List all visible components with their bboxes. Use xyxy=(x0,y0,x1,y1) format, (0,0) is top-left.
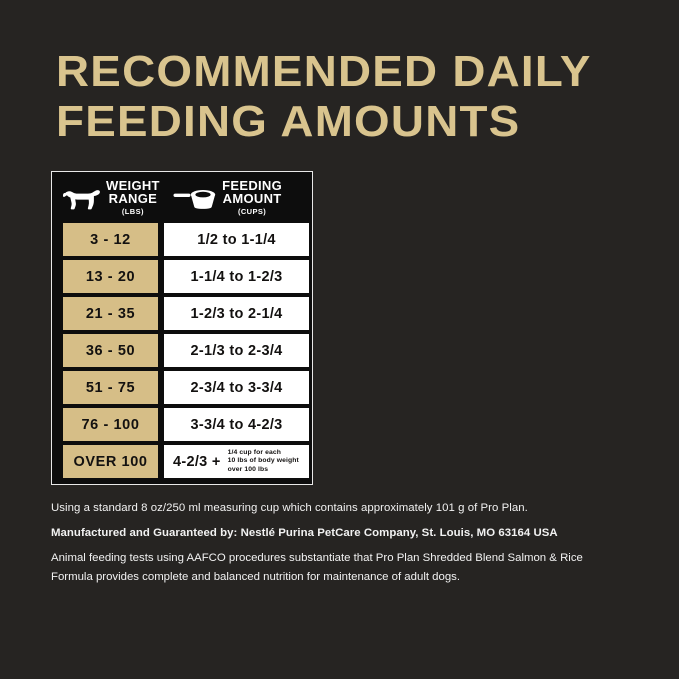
feeding-amount-cell: 4-2/3 + 1/4 cup for each 10 lbs of body … xyxy=(164,445,309,478)
page-title-line-2: FEEDING AMOUNTS xyxy=(56,97,521,146)
table-row: 51 - 75 2-3/4 to 3-3/4 xyxy=(52,371,312,404)
feeding-amount-header-text: FEEDING AMOUNT (CUPS) xyxy=(222,177,283,217)
table-row: 13 - 20 1-1/4 to 1-2/3 xyxy=(52,260,312,293)
feeding-amount-header: FEEDING AMOUNT (CUPS) xyxy=(167,177,312,217)
feeding-amount-note-line-2: 10 lbs of body weight xyxy=(227,457,299,465)
table-row-over-100: OVER 100 4-2/3 + 1/4 cup for each 10 lbs… xyxy=(52,445,312,478)
weight-range-cell: 13 - 20 xyxy=(63,260,158,293)
table-row: 76 - 100 3-3/4 to 4-2/3 xyxy=(52,408,312,441)
table-row: 3 - 12 1/2 to 1-1/4 xyxy=(52,223,312,256)
weight-range-cell: 21 - 35 xyxy=(63,297,158,330)
weight-range-header: WEIGHT RANGE (LBS) xyxy=(52,177,167,217)
feeding-amount-note-line-1: 1/4 cup for each xyxy=(227,448,282,456)
feeding-amount-cell: 3-3/4 to 4-2/3 xyxy=(164,408,309,441)
feeding-amount-note: 1/4 cup for each 10 lbs of body weight o… xyxy=(228,449,299,474)
feeding-amount-cell: 2-3/4 to 3-3/4 xyxy=(164,371,309,404)
weight-range-header-text: WEIGHT RANGE (LBS) xyxy=(106,177,160,217)
table-header-row: WEIGHT RANGE (LBS) FEEDING AMOUNT xyxy=(52,172,312,223)
feeding-amount-base: 4-2/3 + xyxy=(173,453,221,470)
feeding-amount-cell: 1-2/3 to 2-1/4 xyxy=(164,297,309,330)
weight-range-cell: 3 - 12 xyxy=(63,223,158,256)
page-title: RECOMMENDED DAILY FEEDING AMOUNTS xyxy=(56,47,590,147)
weight-header-line-2: RANGE xyxy=(108,191,158,206)
feeding-amounts-table: WEIGHT RANGE (LBS) FEEDING AMOUNT xyxy=(51,171,313,485)
dog-icon xyxy=(63,185,101,211)
table-body: 3 - 12 1/2 to 1-1/4 13 - 20 1-1/4 to 1-2… xyxy=(52,223,312,478)
weight-header-unit: (LBS) xyxy=(121,206,144,216)
feeding-amount-cell: 2-1/3 to 2-3/4 xyxy=(164,334,309,367)
table-row: 36 - 50 2-1/3 to 2-3/4 xyxy=(52,334,312,367)
weight-range-cell: OVER 100 xyxy=(63,445,158,478)
aafco-statement: Animal feeding tests using AAFCO procedu… xyxy=(51,552,583,583)
feeding-amount-cell: 1/2 to 1-1/4 xyxy=(164,223,309,256)
footer-notes: Using a standard 8 oz/250 ml measuring c… xyxy=(51,500,636,586)
feeding-header-line-1: FEEDING xyxy=(222,177,283,193)
feeding-header-line-2: AMOUNT xyxy=(222,191,282,206)
feeding-header-unit: (CUPS) xyxy=(237,206,267,216)
weight-range-cell: 36 - 50 xyxy=(63,334,158,367)
feeding-amount-note-line-3: over 100 lbs xyxy=(227,465,269,473)
page-title-line-1: RECOMMENDED DAILY xyxy=(56,47,592,96)
table-row: 21 - 35 1-2/3 to 2-1/4 xyxy=(52,297,312,330)
measuring-cup-icon xyxy=(173,185,217,211)
weight-header-line-1: WEIGHT xyxy=(106,177,160,193)
feeding-amount-cell: 1-1/4 to 1-2/3 xyxy=(164,260,309,293)
weight-range-cell: 51 - 75 xyxy=(63,371,158,404)
weight-range-cell: 76 - 100 xyxy=(63,408,158,441)
measuring-cup-note: Using a standard 8 oz/250 ml measuring c… xyxy=(51,502,528,514)
manufacturer-note: Manufactured and Guaranteed by: Nestlé P… xyxy=(51,526,558,539)
